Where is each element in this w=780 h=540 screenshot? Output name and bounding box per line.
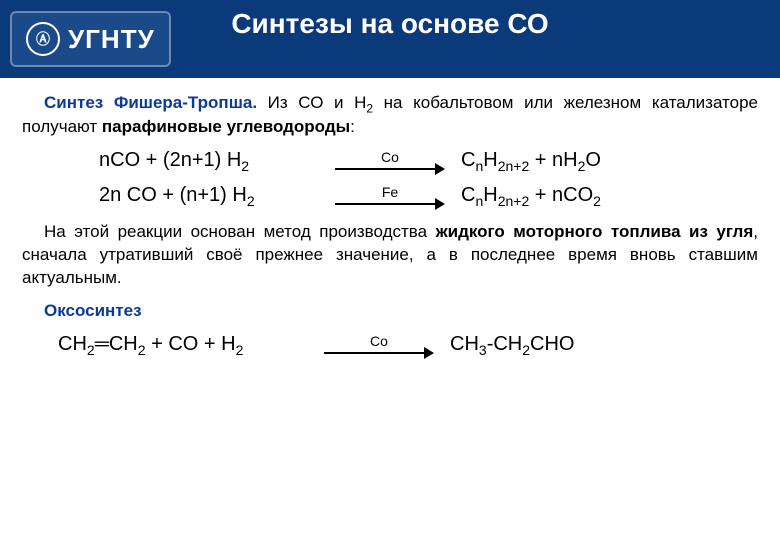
eq2-rb: H — [483, 184, 497, 206]
eq3-left: CH2═CH2 + CO + H2 — [58, 331, 308, 360]
eq2-ra: C — [461, 184, 475, 206]
eq1-arrow: Co — [335, 148, 445, 175]
eq3-arrow: Co — [324, 332, 434, 359]
intro-bold: парафиновые углеводороды — [102, 117, 350, 136]
p2-b1: жидкого моторного топлива из угля — [436, 222, 754, 241]
p2-t1: На этой реакции основан метод производст… — [44, 222, 436, 241]
eq3-lc: + CO + H — [146, 333, 236, 355]
eq1-rc: + nH — [529, 149, 577, 171]
eq3-rs1: 3 — [479, 342, 487, 358]
eq3-lb: ═CH — [95, 333, 138, 355]
oxo-label: Оксосинтез — [44, 301, 142, 320]
intro-lead: Синтез Фишера-Тропша. — [44, 93, 257, 112]
eq2-arrow: Fe — [335, 183, 445, 210]
arrow-icon — [335, 198, 445, 210]
page-title: Синтезы на основе СО — [231, 8, 548, 40]
intro-paragraph: Синтез Фишера-Тропша. Из СО и Н2 на коба… — [22, 92, 758, 139]
eq1-ra: C — [461, 149, 475, 171]
intro-t1: Из СО и Н — [257, 93, 366, 112]
eq3-rb: -CH — [487, 333, 523, 355]
eq2-right: CnH2n+2 + nCO2 — [461, 182, 681, 211]
eq3-right: CH3-CH2CHO — [450, 331, 670, 360]
eq2-rs2: 2n+2 — [498, 193, 530, 209]
eq3-ls3: 2 — [236, 342, 244, 358]
intro-colon: : — [350, 117, 355, 136]
eq1-rb: H — [483, 149, 497, 171]
arrow-icon — [324, 347, 434, 359]
logo-text: УГНТУ — [68, 24, 155, 55]
eq2-rs3: 2 — [593, 193, 601, 209]
logo-icon: Ⓐ — [26, 22, 60, 56]
eq1-left: nCO + (2n+1) H2 — [99, 147, 319, 176]
equation-1: nCO + (2n+1) H2 Co CnH2n+2 + nH2O — [22, 147, 758, 176]
equation-3: CH2═CH2 + CO + H2 Co CH3-CH2CHO — [22, 331, 758, 360]
content: Синтез Фишера-Тропша. Из СО и Н2 на коба… — [0, 78, 780, 360]
eq3-ra: CH — [450, 333, 479, 355]
eq2-ls: 2 — [247, 193, 255, 209]
eq2-rc: + nCO — [529, 184, 593, 206]
eq1-ls: 2 — [241, 158, 249, 174]
eq1-rs2: 2n+2 — [498, 158, 530, 174]
eq3-ls1: 2 — [87, 342, 95, 358]
eq3-la: CH — [58, 333, 87, 355]
para-2: На этой реакции основан метод производст… — [22, 221, 758, 290]
eq1-la: nCO + (2n+1) H — [99, 149, 241, 171]
header: Ⓐ УГНТУ Синтезы на основе СО — [0, 0, 780, 78]
eq2-la: 2n CO + (n+1) H — [99, 184, 247, 206]
eq1-rd: O — [585, 149, 601, 171]
eq3-ls2: 2 — [138, 342, 146, 358]
equation-2: 2n CO + (n+1) H2 Fe CnH2n+2 + nCO2 — [22, 182, 758, 211]
eq2-left: 2n CO + (n+1) H2 — [99, 182, 319, 211]
oxo-heading: Оксосинтез — [22, 300, 758, 323]
logo-symbol: Ⓐ — [36, 29, 50, 49]
arrow-icon — [335, 163, 445, 175]
eq1-right: CnH2n+2 + nH2O — [461, 147, 681, 176]
eq3-rc: CHO — [530, 333, 574, 355]
eq3-rs2: 2 — [522, 342, 530, 358]
logo-box: Ⓐ УГНТУ — [10, 11, 171, 67]
